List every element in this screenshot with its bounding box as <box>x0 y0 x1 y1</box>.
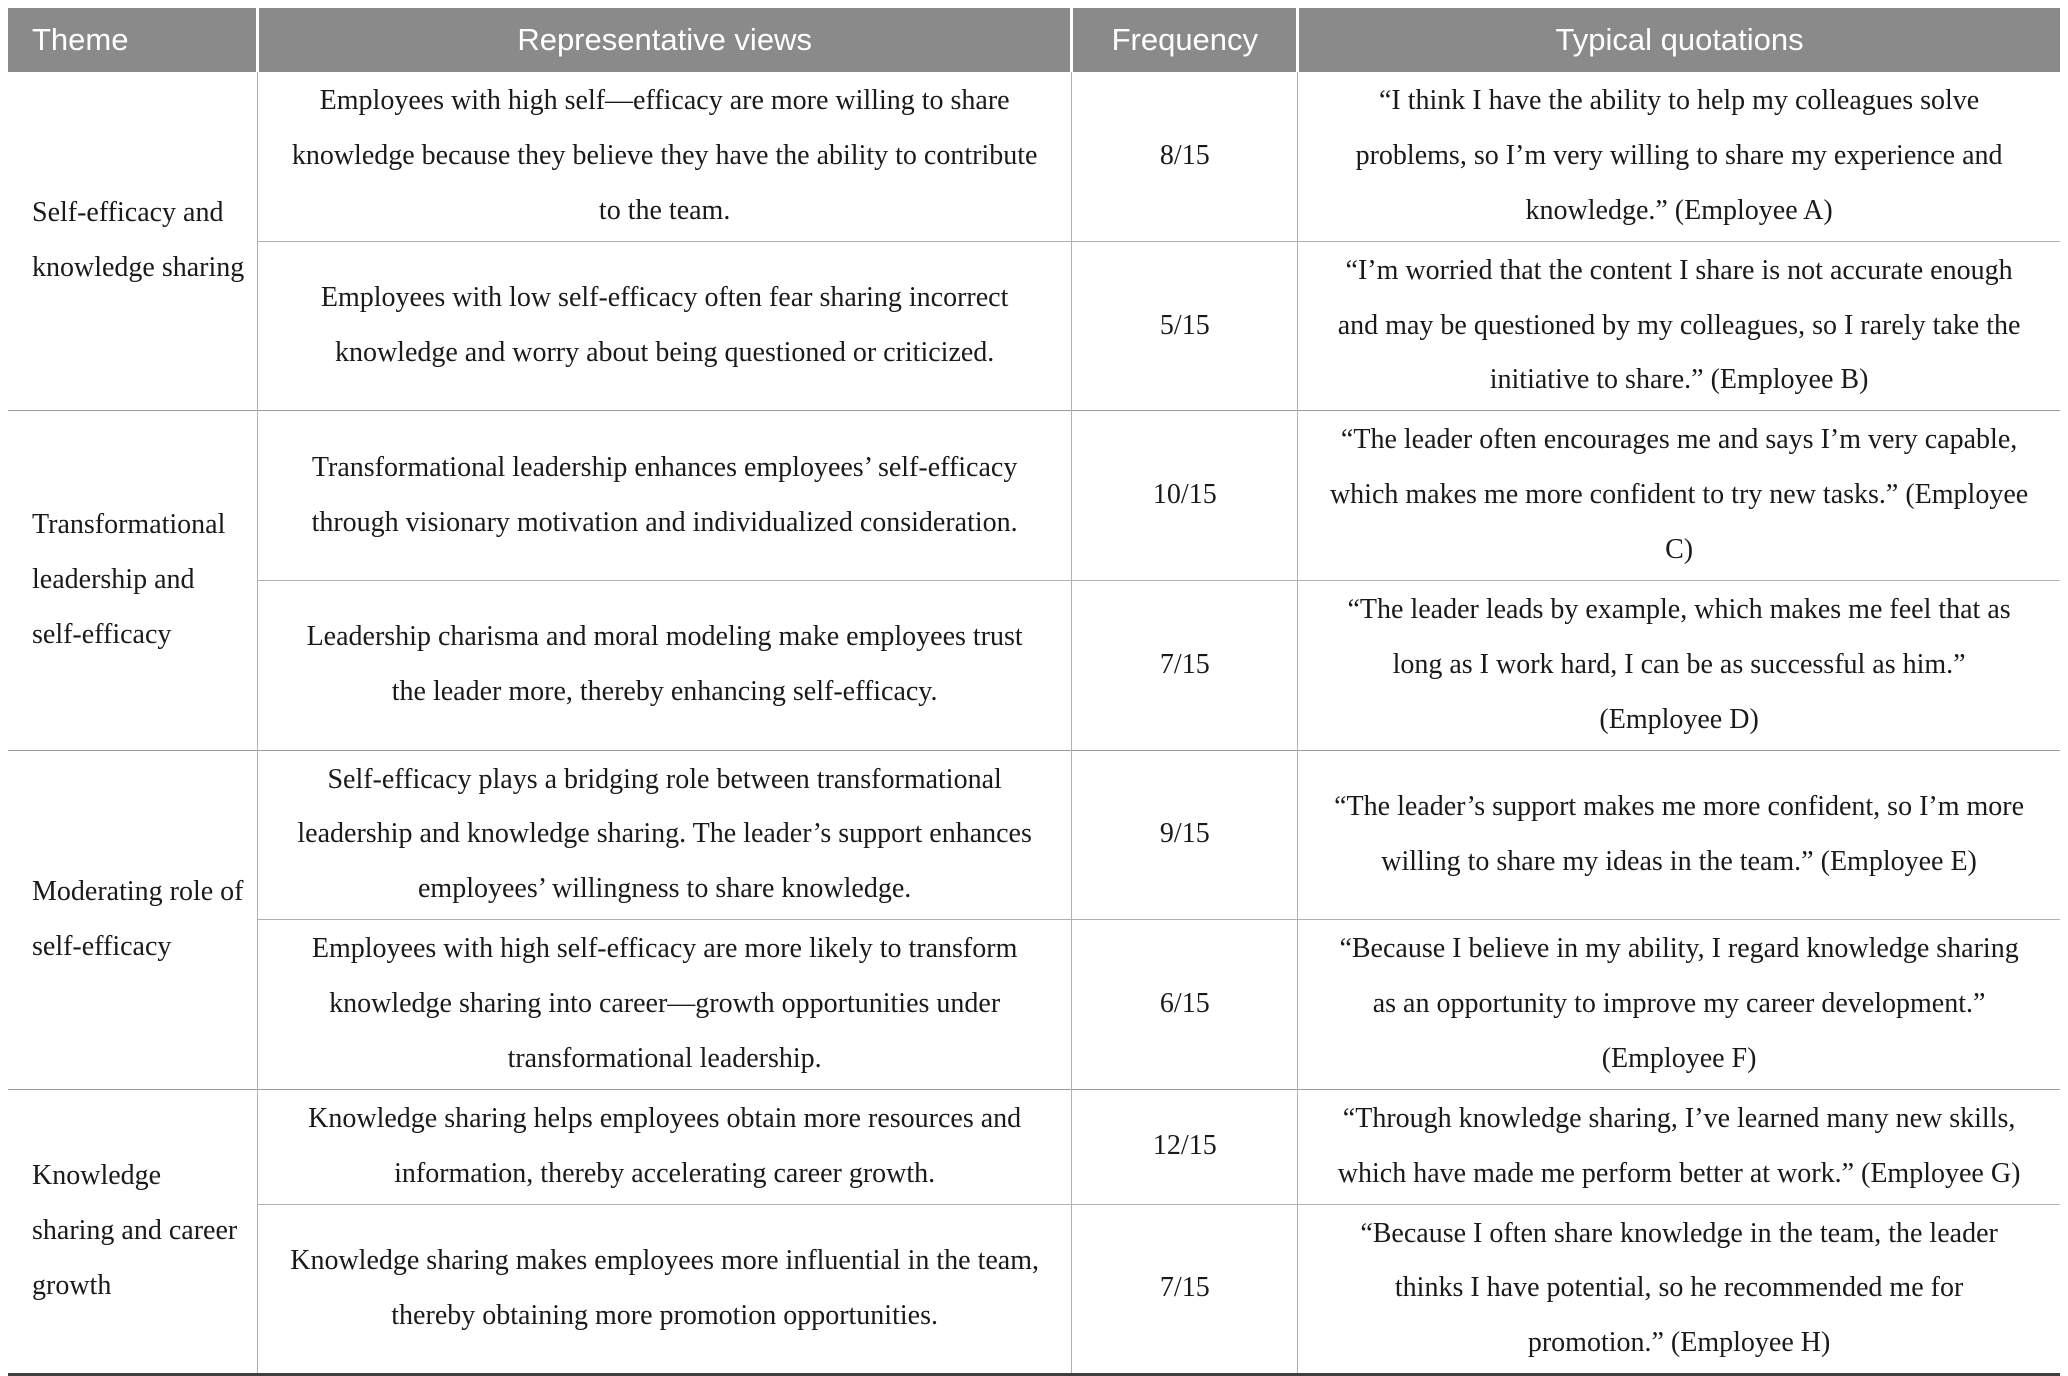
view-cell: Knowledge sharing makes employees more i… <box>256 1203 1072 1375</box>
table-row: Employees with high self-efficacy are mo… <box>8 919 2060 1090</box>
quote-cell: “I’m worried that the content I share is… <box>1297 240 2060 411</box>
table-header: Theme Representative views Frequency Typ… <box>8 8 2060 72</box>
freq-cell: 10/15 <box>1071 410 1298 581</box>
view-cell: Employees with high self-efficacy are mo… <box>256 919 1072 1090</box>
column-header-typical-quotations: Typical quotations <box>1296 8 2060 72</box>
view-cell: Transformational leadership enhances emp… <box>256 410 1072 581</box>
view-cell: Leadership charisma and moral modeling m… <box>256 579 1072 750</box>
quote-cell: “The leader’s support makes me more conf… <box>1297 749 2060 920</box>
table-row: Moderating role of self-efficacy Self-eff… <box>8 749 2060 1090</box>
quote-cell: “The leader leads by example, which make… <box>1297 579 2060 750</box>
table-row: Self-efficacy and knowledge sharing Emplo… <box>8 72 2060 411</box>
table-row: Employees with low self-efficacy often f… <box>8 240 2060 411</box>
freq-cell: 7/15 <box>1071 579 1298 750</box>
quote-cell: “The leader often encourages me and says… <box>1297 410 2060 581</box>
freq-cell: 9/15 <box>1071 749 1298 920</box>
table-body: Self-efficacy and knowledge sharing Emplo… <box>8 72 2060 1375</box>
themes-table: Theme Representative views Frequency Typ… <box>8 8 2060 1376</box>
theme-cell: Transformational leadership and self-eff… <box>8 410 258 750</box>
quote-cell: “I think I have the ability to help my c… <box>1297 72 2060 242</box>
view-cell: Self-efficacy plays a bridging role betw… <box>256 749 1072 920</box>
view-cell: Employees with high self—efficacy are mo… <box>256 72 1072 242</box>
table-row: Transformational leadership and self-eff… <box>8 410 2060 750</box>
freq-cell: 5/15 <box>1071 240 1298 411</box>
view-cell: Employees with low self-efficacy often f… <box>256 240 1072 411</box>
view-cell: Knowledge sharing helps employees obtain… <box>256 1088 1072 1204</box>
freq-cell: 6/15 <box>1071 919 1298 1090</box>
table-row: Knowledge sharing makes employees more i… <box>8 1203 2060 1375</box>
theme-cell: Moderating role of self-efficacy <box>8 749 258 1090</box>
theme-cell: Self-efficacy and knowledge sharing <box>8 72 258 411</box>
table-row: Knowledge sharing and career growth Knowl… <box>8 1088 2060 1375</box>
column-header-frequency: Frequency <box>1070 8 1298 72</box>
table-row: Leadership charisma and moral modeling m… <box>8 579 2060 750</box>
freq-cell: 12/15 <box>1071 1088 1298 1204</box>
header-row: Theme Representative views Frequency Typ… <box>8 8 2060 72</box>
freq-cell: 7/15 <box>1071 1203 1298 1375</box>
column-header-theme: Theme <box>8 8 258 72</box>
quote-cell: “Because I believe in my ability, I rega… <box>1297 919 2060 1090</box>
freq-cell: 8/15 <box>1071 72 1298 242</box>
quote-cell: “Through knowledge sharing, I’ve learned… <box>1297 1088 2060 1204</box>
column-header-representative-views: Representative views <box>255 8 1072 72</box>
quote-cell: “Because I often share knowledge in the … <box>1297 1203 2060 1375</box>
